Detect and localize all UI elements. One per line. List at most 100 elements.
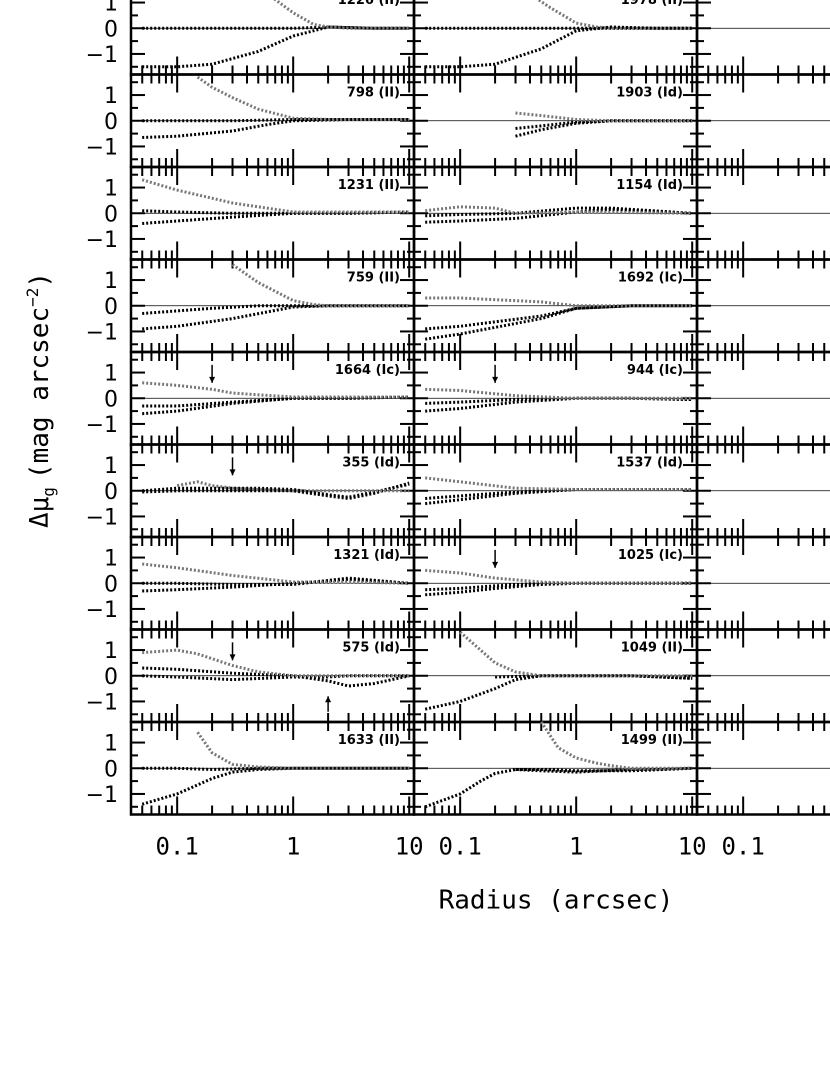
- y-tick-label: 1: [104, 0, 118, 17]
- panel-label: 1664 (Ic): [335, 363, 400, 378]
- series-line: [141, 766, 410, 806]
- series-line: [536, 0, 693, 30]
- arrow-down: [229, 457, 236, 476]
- series-line: [273, 0, 410, 30]
- y-tick-label: 0: [104, 110, 118, 135]
- series-line: [540, 721, 693, 770]
- y-tick-label: 1: [104, 269, 118, 294]
- y-tick-label: 0: [104, 572, 118, 597]
- panel-label: 798 (II): [347, 86, 400, 101]
- arrow-head: [492, 376, 499, 383]
- x-tick-label: 10: [678, 833, 707, 861]
- y-tick-label: 0: [104, 387, 118, 412]
- y-tick-label: 1: [104, 84, 118, 109]
- series-line: [425, 581, 693, 597]
- panel-r2-c2: [695, 165, 830, 261]
- y-axis-symbol: Δμ: [25, 497, 55, 528]
- y-axis-subscript: g: [39, 487, 58, 497]
- series-line: [176, 480, 410, 493]
- y-tick-label: −1: [86, 413, 118, 438]
- y-axis-close: ): [25, 272, 55, 288]
- series-line: [424, 674, 693, 711]
- series-line: [142, 482, 410, 499]
- series-line: [142, 25, 410, 69]
- series-line: [515, 119, 693, 138]
- y-tick-label: 0: [104, 17, 118, 42]
- x-tick-label: 10: [395, 833, 424, 861]
- series-line: [425, 568, 693, 585]
- series-line: [142, 210, 410, 225]
- panel-r3-c2: [695, 258, 830, 354]
- y-tick-label: −1: [86, 783, 118, 808]
- x-tick-label: 1: [569, 833, 583, 861]
- y-tick-label: 1: [104, 639, 118, 664]
- y-tick-label: −1: [86, 135, 118, 160]
- panel-label: 1049 (II): [621, 641, 683, 656]
- panel-r0-c0: [129, 0, 416, 76]
- panel-r8-c2: [695, 720, 830, 816]
- series-line: [425, 206, 693, 218]
- y-tick-label: −1: [86, 505, 118, 530]
- panel-r7-c2: [695, 628, 830, 724]
- panel-label: 1154 (Id): [616, 178, 683, 193]
- panel-label: 1321 (Id): [333, 548, 400, 563]
- series-line: [515, 111, 693, 123]
- panel-label: 1978 (II): [621, 0, 683, 8]
- series-line: [196, 75, 410, 121]
- y-tick-label: 0: [104, 757, 118, 782]
- series-line: [141, 178, 410, 214]
- panel-label: 1633 (II): [338, 733, 400, 748]
- y-axis-units: (mag arcsec: [25, 307, 55, 479]
- series-line: [231, 263, 410, 308]
- x-tick-label: 1: [286, 833, 300, 861]
- y-tick-label: −1: [86, 320, 118, 345]
- series-line: [425, 207, 693, 224]
- series-line: [459, 630, 693, 678]
- series-line: [142, 766, 410, 772]
- panel-label: 1537 (Id): [616, 456, 683, 471]
- arrow-head: [325, 696, 332, 703]
- panel-r1-c2: [695, 73, 830, 169]
- panel-label: 759 (II): [347, 271, 400, 286]
- panel-label: 355 (Id): [342, 456, 400, 471]
- arrow-down: [492, 364, 499, 383]
- x-tick-labels: 0.1 1 10 0.1 1 10 0.1: [155, 833, 764, 861]
- panel-label: 1226 (II): [338, 0, 400, 8]
- panel-label: 1692 (Ic): [618, 271, 683, 286]
- arrow-down: [229, 642, 236, 661]
- arrow-down: [209, 364, 216, 383]
- series-line: [425, 476, 693, 491]
- series-line: [196, 731, 410, 770]
- series-line: [425, 25, 693, 69]
- arrow-head: [492, 561, 499, 568]
- panel-r6-c2: [695, 535, 830, 631]
- series-line: [424, 766, 693, 809]
- series-line: [425, 296, 693, 308]
- y-tick-label: 0: [104, 295, 118, 320]
- panel-label: 1499 (II): [621, 733, 683, 748]
- panel-grid: 10−110−110−110−110−110−110−110−110−11226…: [86, 0, 830, 816]
- arrow-head: [229, 469, 236, 476]
- y-tick-label: 1: [104, 454, 118, 479]
- panel-r0-c2: [695, 0, 830, 76]
- arrow-head: [209, 376, 216, 383]
- series-line: [142, 562, 410, 585]
- y-tick-label: −1: [86, 690, 118, 715]
- panel-label: 1231 (II): [338, 178, 400, 193]
- y-tick-label: 1: [104, 177, 118, 202]
- x-tick-label: 0.1: [155, 833, 198, 861]
- series-line: [425, 387, 693, 400]
- y-axis-title: Δμg (mag arcsec−2): [23, 272, 58, 528]
- panel-r4-c2: [695, 350, 830, 446]
- x-tick-label: 0.1: [721, 833, 764, 861]
- series-line: [425, 396, 693, 413]
- y-tick-label: 1: [104, 547, 118, 572]
- panel-label: 944 (Ic): [627, 363, 683, 378]
- panel-label: 1025 (Ic): [618, 548, 683, 563]
- panel-frame: [695, 0, 830, 76]
- panel-label: 575 (Id): [342, 641, 400, 656]
- arrow-down: [492, 549, 499, 568]
- series-line: [424, 304, 693, 341]
- panel-label: 1903 (Id): [616, 86, 683, 101]
